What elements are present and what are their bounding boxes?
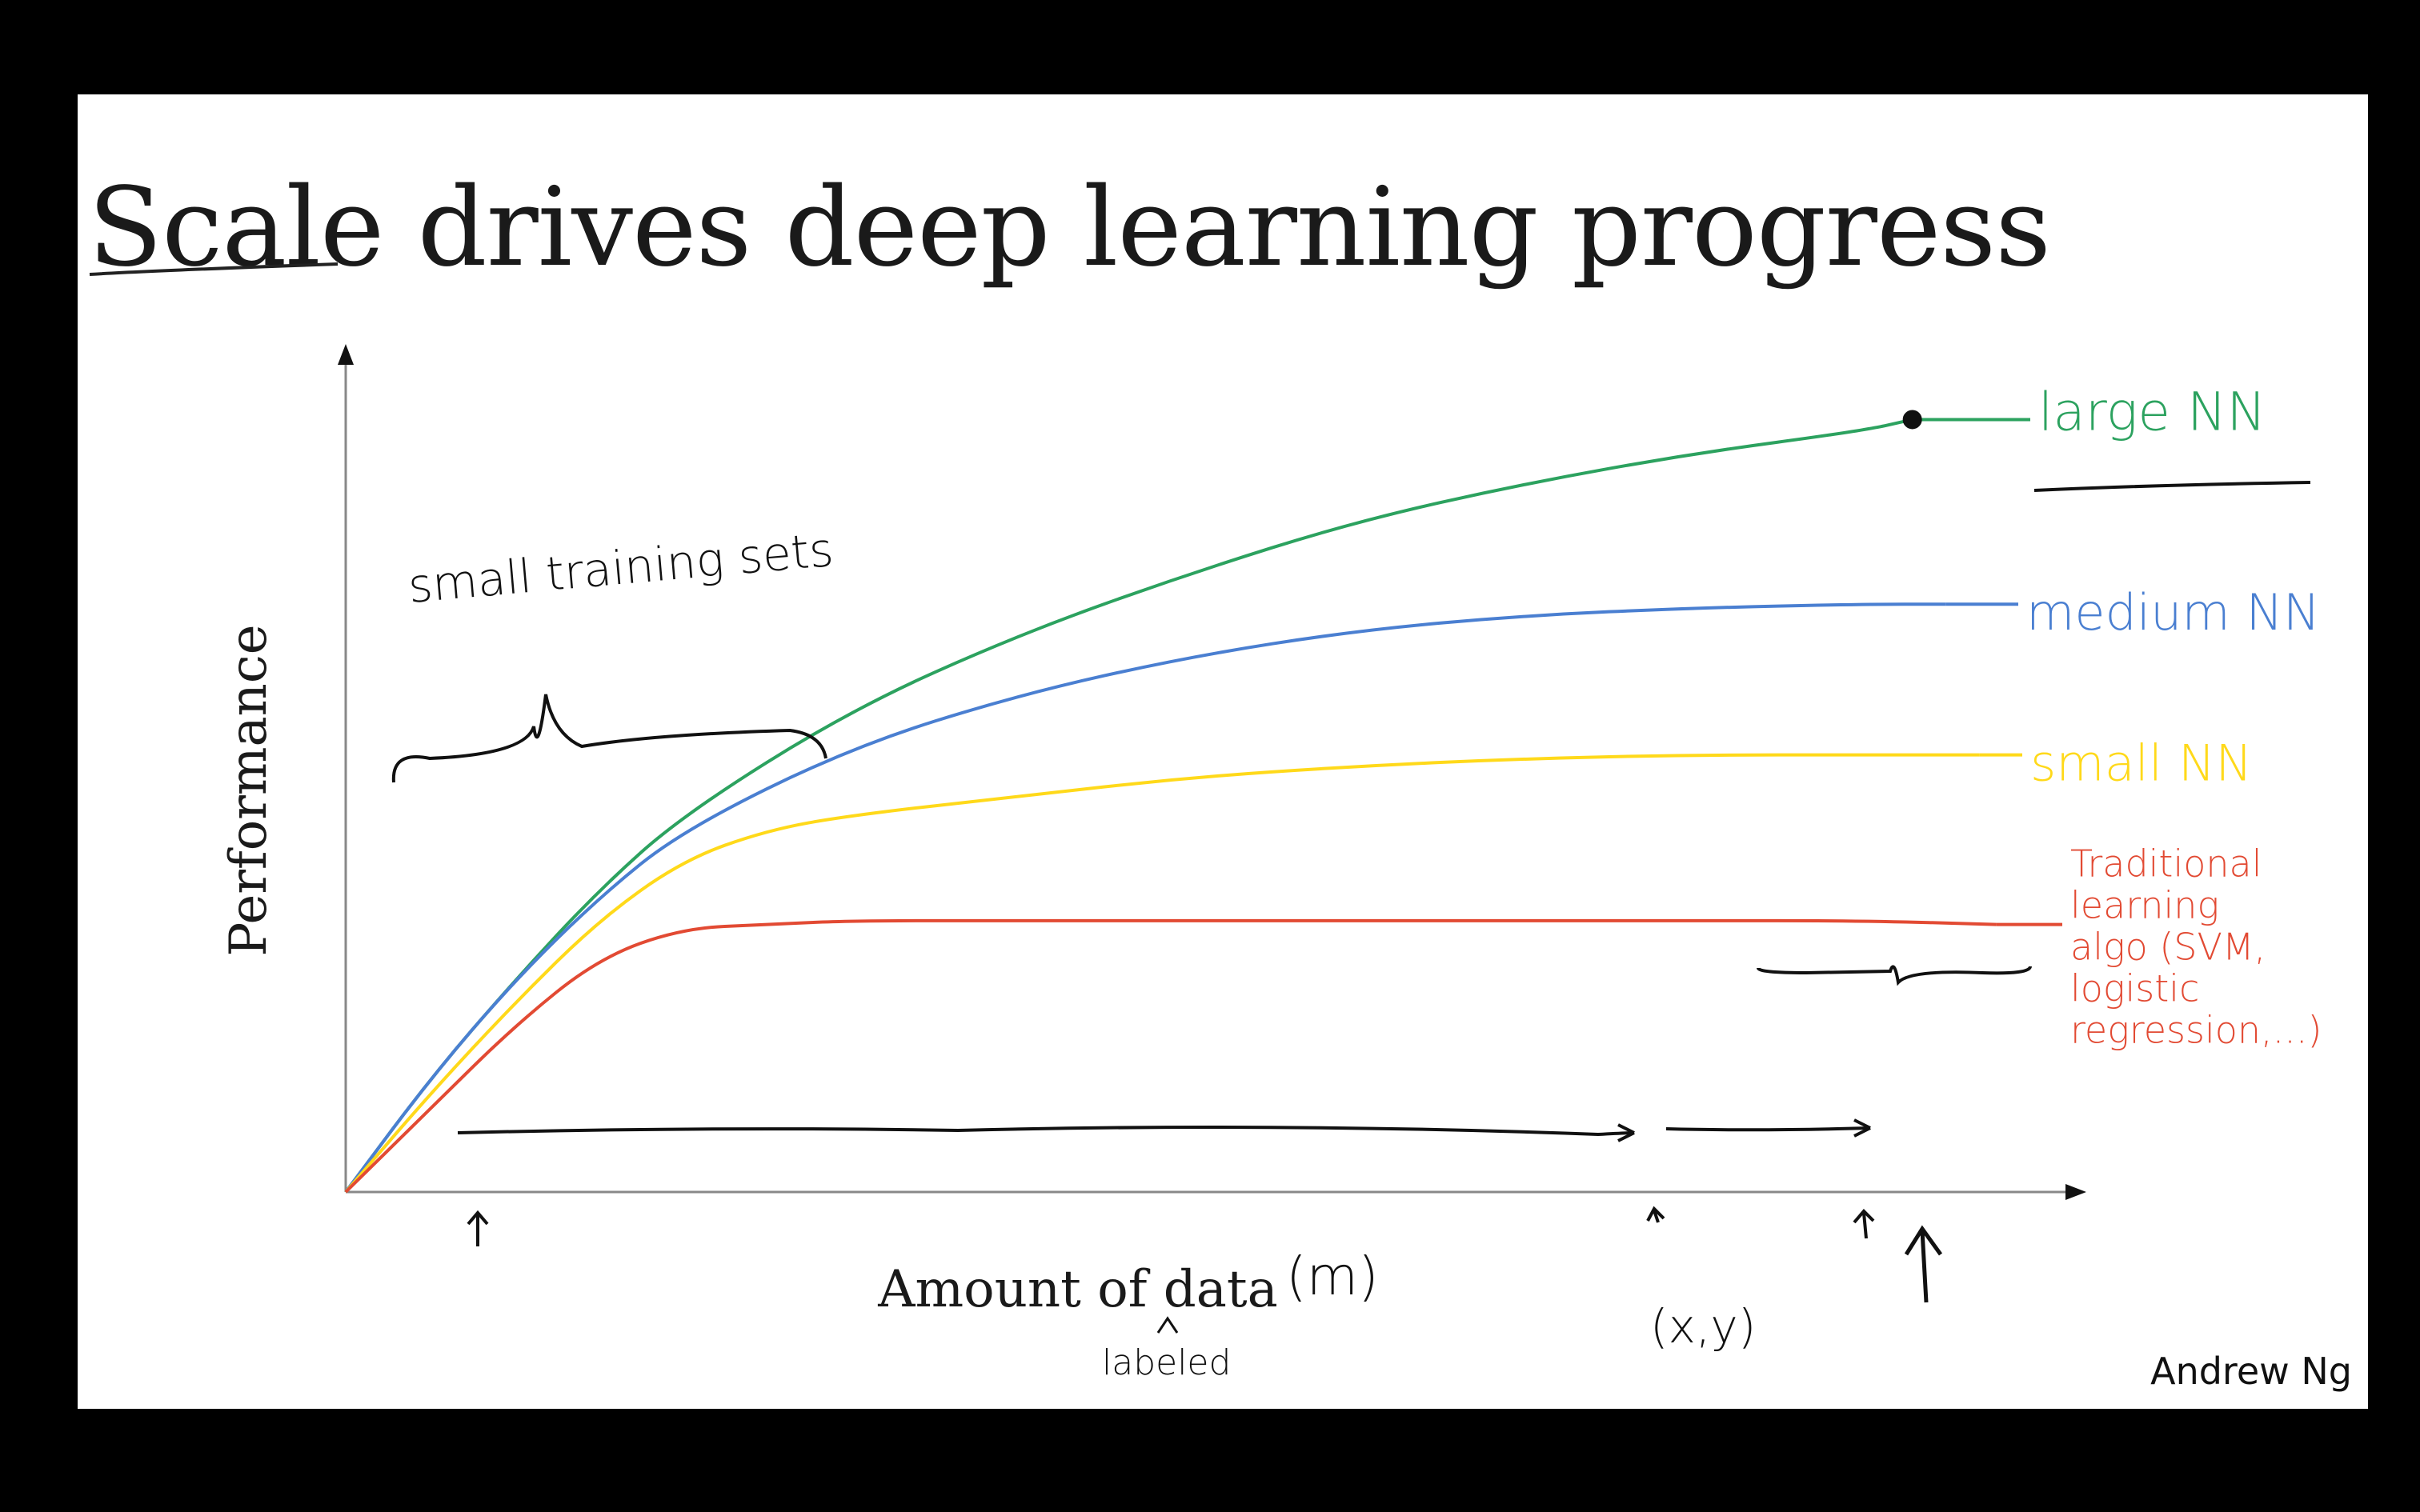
m-note: (m): [1286, 1246, 1379, 1307]
series-label-3: Traditional learning algo (SVM, logistic reg…: [2070, 842, 2322, 1052]
series-layer: [344, 418, 2062, 1194]
y-axis-arrowhead: [338, 344, 354, 365]
slide: Scale drives deep learning progress Perf…: [78, 94, 2368, 1409]
data-arrow-2: [1665, 1126, 1871, 1132]
x-axis-label: Amount of data: [877, 1260, 1278, 1319]
xy-note: (x,y): [1650, 1299, 1756, 1354]
series-label-2: small NN: [2030, 734, 2253, 792]
title-underline: [89, 262, 339, 276]
series-label-layer: large NN medium NN small NN Traditional lear…: [2026, 382, 2322, 1052]
series-line-2: [344, 753, 1980, 1194]
series-line-1: [344, 602, 1946, 1194]
x-axis-arrowhead: [2065, 1184, 2086, 1200]
series-label-1: medium NN: [2026, 583, 2320, 642]
small-sets-brace: [391, 694, 827, 783]
tick-arrow-1: [467, 1210, 489, 1246]
labeled-caret: [1156, 1316, 1179, 1334]
tick-arrow-4: [1904, 1225, 1943, 1303]
large-nn-endpoint-marker: [1902, 410, 1922, 430]
large-nn-underline: [2033, 481, 2311, 492]
series-line-3: [344, 918, 1997, 1194]
performance-chart: Performance Amount of data large NN mediu…: [89, 262, 2322, 1383]
series-line-0: [344, 418, 1913, 1194]
slide-title: Scale drives deep learning progress: [88, 165, 2051, 291]
tick-arrow-3: [1853, 1209, 1875, 1239]
large-data-brace: [1757, 965, 2032, 986]
labeled-note: labeled: [1102, 1342, 1231, 1383]
tick-arrow-2: [1646, 1206, 1665, 1223]
small-training-sets-note: small training sets: [406, 522, 835, 614]
author-credit: Andrew Ng: [2150, 1350, 2352, 1393]
data-arrow-1: [457, 1126, 1635, 1137]
y-axis-label: Performance: [219, 624, 278, 956]
data-arrow-2-head: [1853, 1118, 1871, 1138]
series-label-0: large NN: [2038, 382, 2266, 443]
data-arrow-1-head: [1617, 1123, 1635, 1142]
